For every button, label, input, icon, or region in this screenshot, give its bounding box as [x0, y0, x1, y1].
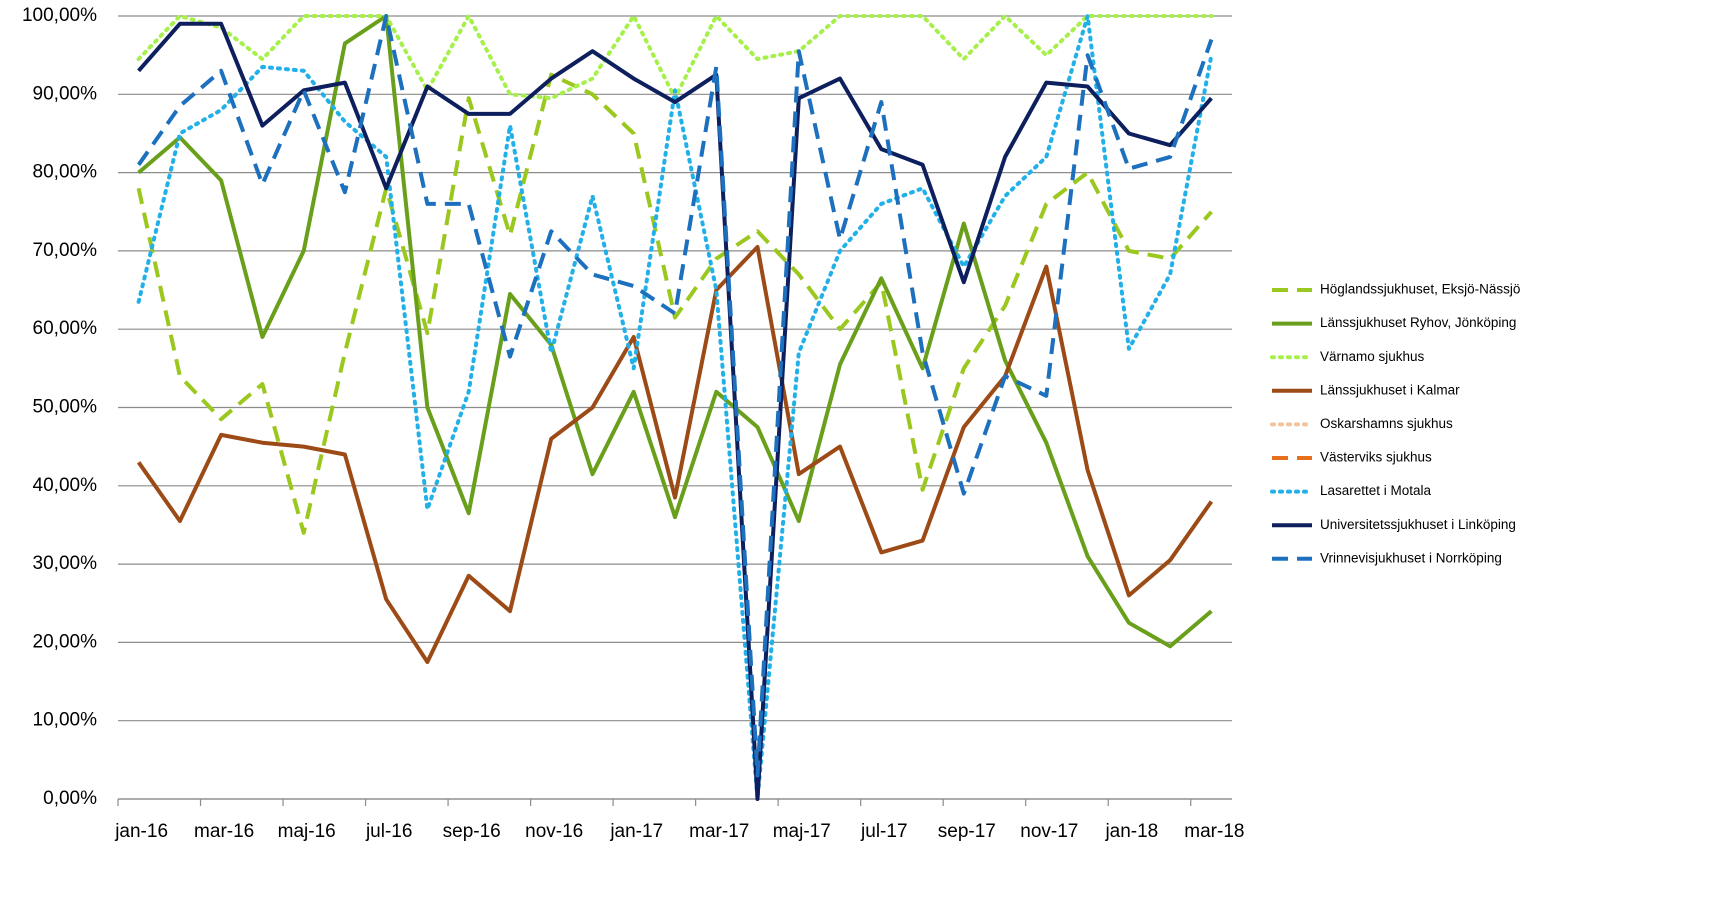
legend-label: Länssjukhuset i Kalmar [1320, 382, 1460, 397]
series-line [137, 21, 1213, 801]
series-line [137, 14, 1213, 649]
y-tick-label: 40,00% [33, 475, 98, 496]
x-tick-label: maj-17 [773, 821, 831, 842]
y-tick-label: 100,00% [22, 5, 97, 26]
legend-label: Västerviks sjukhus [1320, 450, 1432, 465]
y-tick-label: 80,00% [33, 162, 98, 183]
legend-label: Värnamo sjukhus [1320, 349, 1425, 364]
y-tick-label: 90,00% [33, 83, 98, 104]
x-tick-label: sep-17 [938, 821, 996, 842]
x-tick-label: jan-18 [1104, 821, 1158, 842]
y-tick-label: 50,00% [33, 397, 98, 418]
y-tick-label: 60,00% [33, 318, 98, 339]
x-tick-label: nov-16 [525, 821, 583, 842]
x-tick-label: jan-16 [114, 821, 168, 842]
series-line [136, 72, 1213, 535]
x-tick-label: jul-17 [860, 821, 907, 842]
legend-label: Vrinnevisjukhuset i Norrköping [1320, 550, 1502, 565]
x-tick-label: mar-17 [689, 821, 749, 842]
y-tick-label: 10,00% [33, 710, 98, 731]
x-tick-label: jan-17 [609, 821, 663, 842]
y-tick-label: 20,00% [33, 631, 98, 652]
legend-label: Länssjukhuset Ryhov, Jönköping [1320, 315, 1516, 330]
series-line [136, 14, 1214, 778]
y-tick-label: 0,00% [43, 788, 97, 809]
legend-label: Universitetssjukhuset i Linköping [1320, 517, 1516, 532]
x-tick-label: maj-16 [278, 821, 336, 842]
series-line [136, 245, 1214, 664]
x-tick-label: mar-16 [194, 821, 254, 842]
y-tick-label: 70,00% [33, 240, 98, 261]
legend-label: Oskarshamns sjukhus [1320, 416, 1453, 431]
x-tick-label: sep-16 [443, 821, 501, 842]
x-tick-label: jul-16 [365, 821, 412, 842]
legend-label: Höglandssjukhuset, Eksjö-Nässjö [1320, 282, 1520, 297]
y-tick-label: 30,00% [33, 553, 98, 574]
legend-label: Lasarettet i Motala [1320, 483, 1432, 498]
x-tick-label: mar-18 [1184, 821, 1244, 842]
series-line [136, 14, 1214, 101]
x-tick-label: nov-17 [1020, 821, 1078, 842]
